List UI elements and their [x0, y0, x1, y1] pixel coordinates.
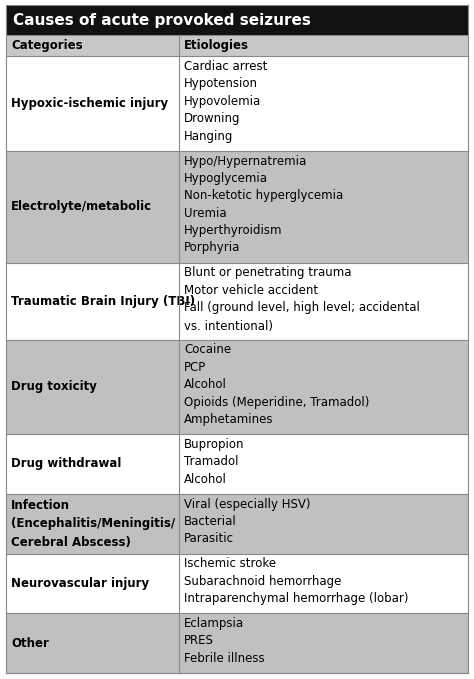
Text: Intraparenchymal hemorrhage (lobar): Intraparenchymal hemorrhage (lobar)	[184, 592, 409, 605]
Text: Alcohol: Alcohol	[184, 473, 227, 485]
Bar	[6, 35, 468, 56]
Text: Cocaine: Cocaine	[184, 344, 231, 356]
Text: Uremia: Uremia	[184, 206, 227, 219]
Bar	[6, 151, 468, 263]
Text: Cardiac arrest: Cardiac arrest	[184, 60, 268, 73]
Text: Drug withdrawal: Drug withdrawal	[11, 458, 121, 471]
Text: Subarachnoid hemorrhage: Subarachnoid hemorrhage	[184, 574, 342, 588]
Text: Drug toxicity: Drug toxicity	[11, 380, 97, 393]
Text: Non-ketotic hyperglycemia: Non-ketotic hyperglycemia	[184, 189, 344, 202]
Text: Bacterial: Bacterial	[184, 515, 237, 528]
Text: Etiologies: Etiologies	[184, 39, 249, 52]
Text: Hypoglycemia: Hypoglycemia	[184, 172, 268, 185]
Text: Hypovolemia: Hypovolemia	[184, 95, 262, 108]
Text: Neurovascular injury: Neurovascular injury	[11, 577, 149, 590]
Bar	[6, 5, 468, 35]
Text: Other: Other	[11, 637, 49, 650]
Text: Hyperthyroidism: Hyperthyroidism	[184, 224, 283, 237]
Text: Bupropion: Bupropion	[184, 438, 245, 451]
Text: Febrile illness: Febrile illness	[184, 652, 265, 665]
Text: Electrolyte/metabolic: Electrolyte/metabolic	[11, 200, 152, 213]
Text: PCP: PCP	[184, 361, 207, 374]
Text: Eclampsia: Eclampsia	[184, 617, 245, 630]
Text: Hypo/Hypernatremia: Hypo/Hypernatremia	[184, 155, 308, 168]
Text: Drowning: Drowning	[184, 112, 241, 125]
Text: Alcohol: Alcohol	[184, 378, 227, 391]
Bar	[6, 340, 468, 434]
Text: PRES: PRES	[184, 634, 214, 648]
Bar	[6, 56, 468, 151]
Text: Hypotension: Hypotension	[184, 77, 258, 90]
Text: Categories: Categories	[11, 39, 82, 52]
Text: Infection
(Encephalitis/Meningitis/
Cerebral Abscess): Infection (Encephalitis/Meningitis/ Cere…	[11, 498, 175, 549]
Text: Fall (ground level, high level; accidental
vs. intentional): Fall (ground level, high level; accident…	[184, 301, 420, 333]
Text: Causes of acute provoked seizures: Causes of acute provoked seizures	[13, 13, 311, 28]
Text: Blunt or penetrating trauma: Blunt or penetrating trauma	[184, 266, 352, 279]
Text: Amphetamines: Amphetamines	[184, 413, 274, 426]
Bar	[6, 553, 468, 613]
Bar	[6, 263, 468, 340]
Bar	[6, 613, 468, 673]
Text: Ischemic stroke: Ischemic stroke	[184, 557, 276, 570]
Text: Motor vehicle accident: Motor vehicle accident	[184, 284, 319, 297]
Bar	[6, 494, 468, 553]
Text: Porphyria: Porphyria	[184, 242, 241, 255]
Bar	[6, 434, 468, 494]
Text: Traumatic Brain Injury (TBI): Traumatic Brain Injury (TBI)	[11, 295, 195, 308]
Text: Viral (especially HSV): Viral (especially HSV)	[184, 498, 311, 511]
Text: Parasitic: Parasitic	[184, 532, 234, 545]
Text: Tramadol: Tramadol	[184, 456, 239, 469]
Text: Hypoxic-ischemic injury: Hypoxic-ischemic injury	[11, 97, 168, 110]
Text: Opioids (Meperidine, Tramadol): Opioids (Meperidine, Tramadol)	[184, 396, 370, 409]
Text: Hanging: Hanging	[184, 130, 234, 143]
